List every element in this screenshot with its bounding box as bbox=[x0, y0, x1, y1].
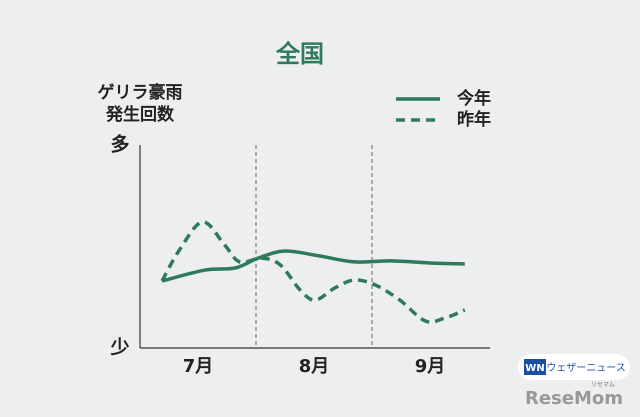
x-tick-label: 9月 bbox=[415, 356, 446, 377]
legend-label: 今年 bbox=[457, 88, 491, 109]
wn-icon-text: WN bbox=[525, 363, 544, 374]
y-tick-label: 多 bbox=[110, 133, 129, 156]
y-label: ゲリラ豪雨 bbox=[98, 82, 183, 103]
line bbox=[161, 249, 465, 283]
y-tick-label: 少 bbox=[109, 337, 129, 359]
credits: WN ウェザーニュース リセマム ReseMom bbox=[518, 354, 630, 409]
weathernews-text: ウェザーニュース bbox=[546, 362, 626, 374]
x-tick-label: 8月 bbox=[299, 356, 330, 377]
resemom-logo: ReseMom bbox=[525, 388, 623, 409]
chart-title: 全国 bbox=[275, 40, 324, 68]
legend-label: 昨年 bbox=[457, 109, 491, 130]
line bbox=[160, 220, 466, 324]
resemom-kana: リセマム bbox=[591, 382, 615, 389]
y-label: 発生回数 bbox=[105, 104, 175, 125]
x-tick-label: 7月 bbox=[183, 356, 214, 377]
wn-icon bbox=[524, 359, 546, 375]
